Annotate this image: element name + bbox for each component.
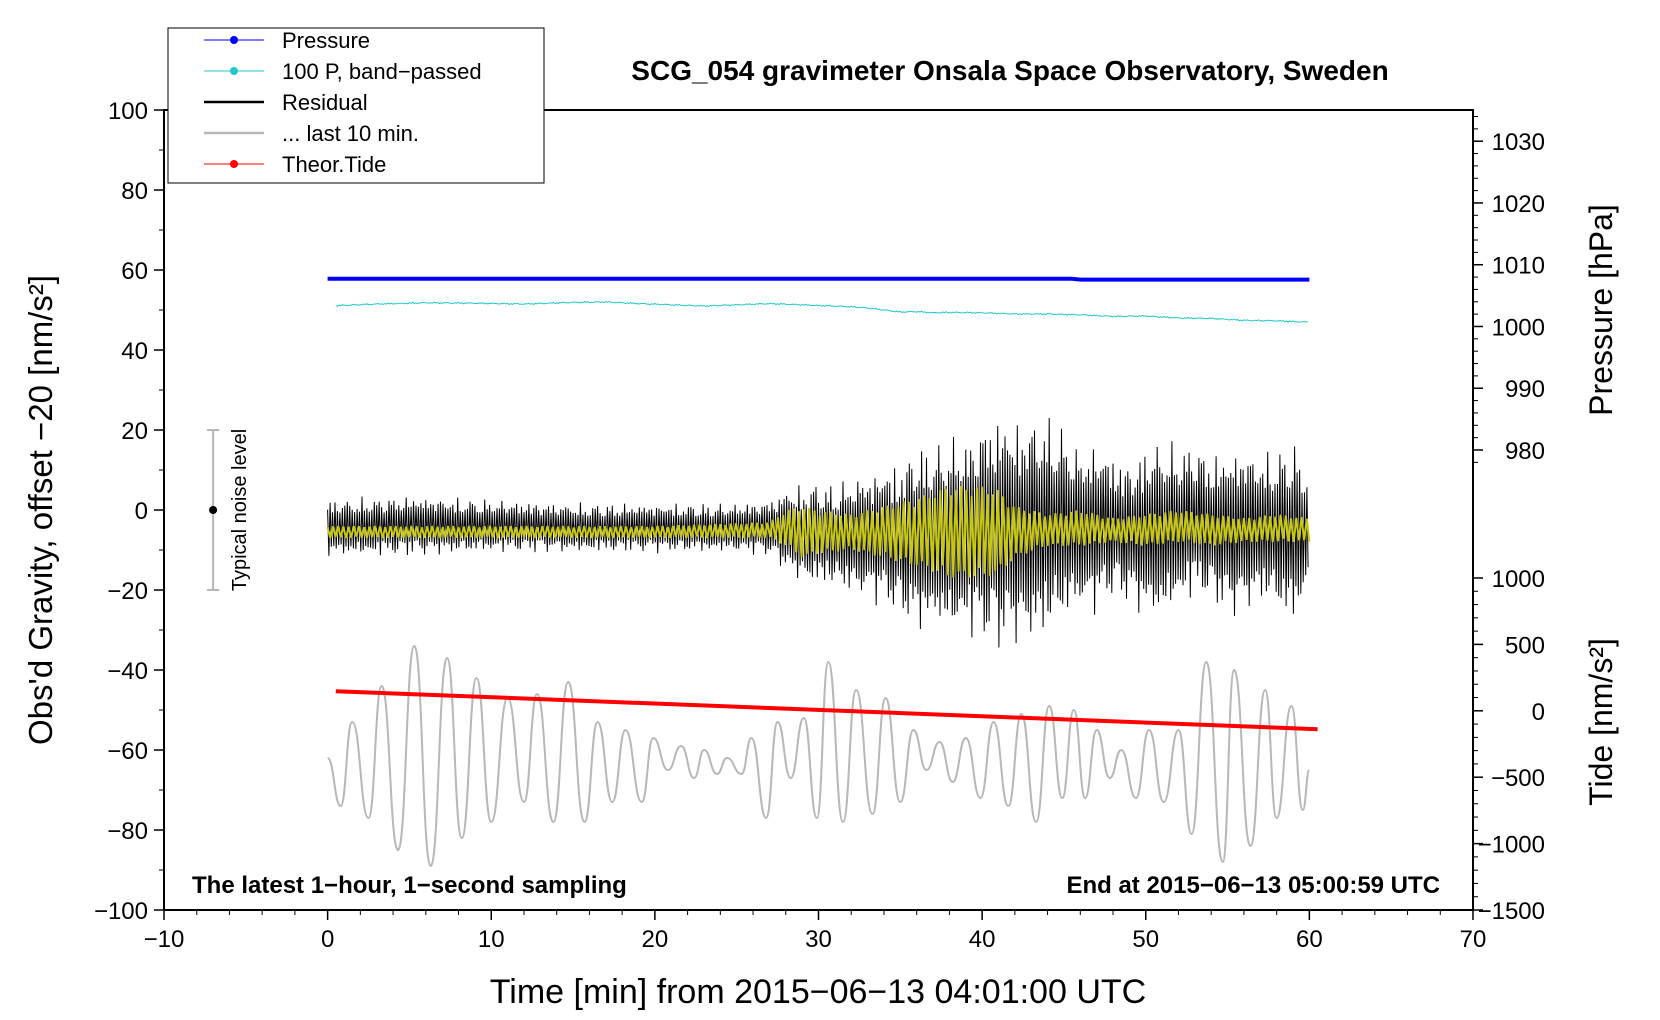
plot-frame <box>163 109 1474 911</box>
tide-tick-label: −500 <box>1491 765 1545 792</box>
y-tick-label: −20 <box>107 578 148 605</box>
x-tick-label: 30 <box>805 926 832 953</box>
series-theor-tide <box>335 689 1318 732</box>
y-axis-label-left: Obs'd Gravity, offset −20 [nm/s²] <box>22 275 59 745</box>
plot-series <box>207 276 1318 868</box>
annotation-bottom-left: The latest 1−hour, 1−second sampling <box>192 872 627 899</box>
legend-label: Residual <box>282 90 368 115</box>
x-tick-label: 70 <box>1460 926 1487 953</box>
x-tick-label: 60 <box>1296 926 1323 953</box>
x-axis-label: Time [min] from 2015−06−13 04:01:00 UTC <box>490 973 1146 1011</box>
pressure-tick-label: 990 <box>1505 376 1545 403</box>
pressure-tick-label: 980 <box>1505 438 1545 465</box>
y-tick-label: −60 <box>107 738 148 765</box>
x-tick-label: 10 <box>478 926 505 953</box>
y-tick-label: −80 <box>107 818 148 845</box>
noise-bar-center <box>209 506 218 514</box>
tide-tick-label: −1000 <box>1478 832 1545 859</box>
pressure-tick-label: 1000 <box>1492 314 1545 341</box>
y-tick-label: −40 <box>107 658 148 685</box>
y-axis-label-tide: Tide [nm/s²] <box>1583 638 1619 806</box>
x-tick-label: 20 <box>642 926 669 953</box>
legend-box <box>167 27 545 184</box>
legend: Pressure 100 P, band−passed Residual ... la… <box>167 27 545 184</box>
series-pressure <box>327 276 1310 282</box>
y-tick-label: 80 <box>121 178 148 205</box>
chart-title: SCG_054 gravimeter Onsala Space Observat… <box>631 55 1388 86</box>
legend-label: ... last 10 min. <box>282 121 419 146</box>
legend-label: Theor.Tide <box>282 152 386 177</box>
tide-tick-label: 0 <box>1532 699 1545 726</box>
series-last-10-min <box>326 644 1311 868</box>
axis-ticks: −10 0 10 20 30 40 50 60 70100806040200−20−40−60−… <box>94 98 1545 953</box>
x-tick-label: 50 <box>1132 926 1159 953</box>
legend-label: 100 P, band−passed <box>282 59 482 84</box>
y-tick-label: 40 <box>121 338 148 365</box>
y-tick-label: −100 <box>94 898 148 925</box>
x-tick-label: −10 <box>144 926 185 953</box>
legend-marker <box>230 36 238 44</box>
tide-tick-label: −1500 <box>1478 898 1545 925</box>
y-tick-label: 0 <box>135 498 148 525</box>
tide-tick-label: 1000 <box>1492 566 1545 593</box>
y-axis-label-pressure: Pressure [hPa] <box>1583 204 1619 416</box>
annotation-bottom-right: End at 2015−06−13 05:00:59 UTC <box>1066 872 1440 899</box>
x-tick-label: 40 <box>969 926 996 953</box>
legend-marker <box>230 67 238 75</box>
legend-marker <box>230 160 238 168</box>
noise-label: Typical noise level <box>229 429 251 591</box>
tide-tick-label: 500 <box>1505 632 1545 659</box>
x-tick-label: 0 <box>321 926 334 953</box>
pressure-tick-label: 1010 <box>1492 253 1545 280</box>
y-tick-label: 60 <box>121 258 148 285</box>
pressure-tick-label: 1030 <box>1492 129 1545 156</box>
y-tick-label: 100 <box>108 98 148 125</box>
series-pressure-bandpassed <box>335 300 1308 323</box>
pressure-tick-label: 1020 <box>1492 191 1545 218</box>
y-tick-label: 20 <box>121 418 148 445</box>
series-residual-filtered <box>326 485 1311 578</box>
legend-label: Pressure <box>282 28 370 53</box>
